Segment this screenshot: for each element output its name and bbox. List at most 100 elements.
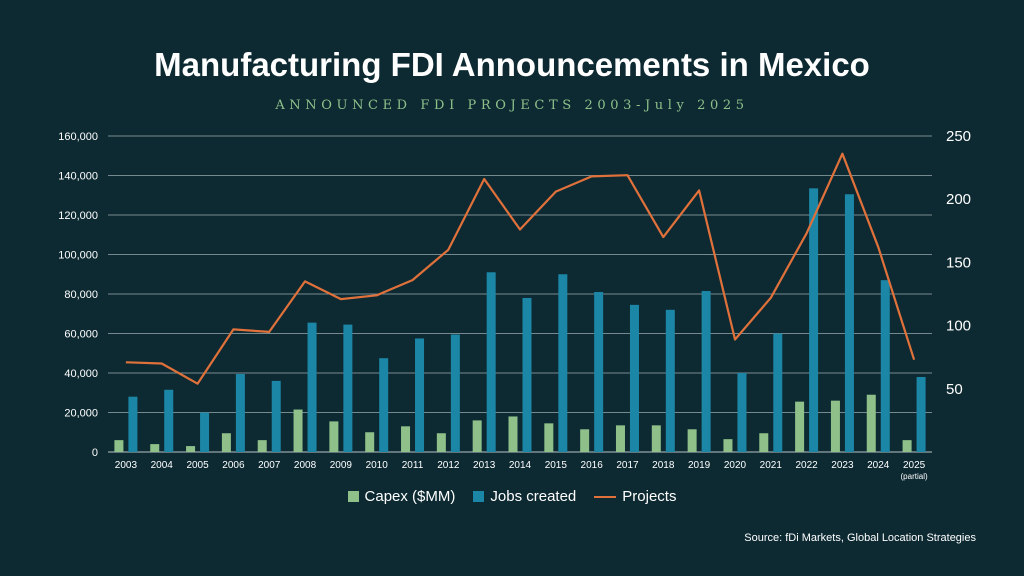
bars bbox=[114, 188, 926, 452]
capex-bar bbox=[436, 433, 446, 452]
jobs-bar bbox=[522, 297, 532, 452]
capex-bar bbox=[508, 416, 518, 452]
capex-bar bbox=[902, 440, 912, 452]
capex-bar bbox=[687, 429, 697, 452]
right-tick-label: 250 bbox=[946, 128, 971, 145]
jobs-bar bbox=[558, 274, 568, 452]
capex-bar bbox=[401, 426, 411, 452]
x-tick-label: 2024 bbox=[867, 460, 890, 471]
chart-subtitle: ANNOUNCED FDI PROJECTS 2003-July 2025 bbox=[275, 98, 749, 113]
capex-bar bbox=[830, 400, 840, 452]
left-axis: 0 20,000 40,000 60,000 80,000 100,000 120,000 1… bbox=[58, 131, 98, 459]
jobs-bar bbox=[629, 304, 639, 452]
legend-label-projects: Projects bbox=[622, 488, 677, 505]
x-tick-label: 2015 bbox=[545, 460, 568, 471]
jobs-bar bbox=[844, 194, 854, 452]
capex-bar bbox=[114, 440, 124, 452]
jobs-bar bbox=[379, 358, 389, 452]
x-tick-label: 2019 bbox=[688, 460, 711, 471]
capex-bar bbox=[580, 429, 590, 452]
x-tick-label: 2020 bbox=[724, 460, 747, 471]
right-tick-label: 100 bbox=[946, 318, 971, 335]
jobs-bar bbox=[343, 324, 353, 452]
x-tick-label: 2021 bbox=[760, 460, 783, 471]
capex-bar bbox=[186, 446, 196, 452]
x-tick-note: (partial) bbox=[901, 472, 928, 481]
left-tick-label: 0 bbox=[92, 447, 98, 459]
x-axis: 2003 2004 2005 2006 2007 2008 2009 2010 2011 2012… bbox=[115, 460, 928, 481]
gridlines bbox=[108, 135, 932, 453]
x-tick-label: 2025 bbox=[903, 460, 926, 471]
projects-line bbox=[125, 152, 916, 385]
x-tick-label: 2010 bbox=[366, 460, 389, 471]
left-tick-label: 80,000 bbox=[64, 289, 98, 301]
jobs-bar bbox=[737, 373, 747, 452]
capex-bar bbox=[329, 421, 339, 452]
legend-swatch-capex bbox=[347, 491, 359, 502]
left-tick-label: 140,000 bbox=[58, 171, 98, 183]
capex-bar bbox=[365, 432, 375, 452]
right-tick-label: 150 bbox=[946, 254, 971, 271]
x-tick-label: 2017 bbox=[616, 460, 639, 471]
x-tick-label: 2009 bbox=[330, 460, 353, 471]
jobs-bar bbox=[594, 292, 604, 452]
x-tick-label: 2006 bbox=[222, 460, 245, 471]
jobs-bar bbox=[128, 396, 138, 452]
x-tick-label: 2011 bbox=[402, 460, 424, 471]
x-tick-label: 2004 bbox=[151, 460, 174, 471]
legend-swatch-jobs bbox=[473, 491, 485, 502]
source-note: Source: fDi Markets, Global Location Str… bbox=[744, 532, 976, 544]
capex-bar bbox=[651, 425, 661, 452]
x-tick-label: 2008 bbox=[294, 460, 317, 471]
jobs-bar bbox=[271, 380, 281, 452]
capex-bar bbox=[759, 433, 769, 452]
right-tick-label: 50 bbox=[946, 381, 963, 398]
projects-line-layer bbox=[125, 152, 916, 385]
legend-item-capex: Capex ($MM) bbox=[347, 488, 456, 505]
chart-title: Manufacturing FDI Announcements in Mexic… bbox=[154, 46, 870, 83]
capex-bar bbox=[795, 401, 805, 452]
x-tick-label: 2014 bbox=[509, 460, 532, 471]
capex-bar bbox=[150, 444, 160, 452]
jobs-bar bbox=[450, 334, 460, 452]
legend-label-capex: Capex ($MM) bbox=[364, 488, 456, 505]
jobs-bar bbox=[701, 291, 711, 452]
legend-item-projects: Projects bbox=[594, 488, 676, 505]
legend: Capex ($MM) Jobs created Projects bbox=[0, 488, 1024, 505]
left-tick-label: 120,000 bbox=[58, 210, 98, 222]
x-tick-label: 2013 bbox=[473, 460, 496, 471]
jobs-bar bbox=[307, 322, 317, 452]
jobs-bar bbox=[235, 373, 245, 452]
right-tick-label: 200 bbox=[946, 191, 971, 208]
capex-bar bbox=[472, 420, 482, 452]
x-tick-label: 2016 bbox=[581, 460, 604, 471]
jobs-bar bbox=[880, 280, 890, 452]
x-tick-label: 2018 bbox=[652, 460, 675, 471]
x-tick-label: 2012 bbox=[437, 460, 460, 471]
capex-bar bbox=[723, 439, 733, 452]
jobs-bar bbox=[665, 309, 675, 452]
left-tick-label: 40,000 bbox=[64, 368, 98, 380]
jobs-bar bbox=[415, 338, 425, 452]
jobs-bar bbox=[916, 376, 926, 452]
left-tick-label: 160,000 bbox=[58, 131, 98, 143]
x-tick-label: 2003 bbox=[115, 460, 138, 471]
legend-label-jobs: Jobs created bbox=[490, 488, 577, 505]
left-tick-label: 60,000 bbox=[64, 329, 98, 341]
legend-swatch-projects bbox=[594, 495, 617, 498]
capex-bar bbox=[544, 423, 554, 452]
legend-item-jobs: Jobs created bbox=[473, 488, 576, 505]
capex-bar bbox=[293, 409, 303, 452]
jobs-bar bbox=[164, 389, 174, 452]
left-tick-label: 100,000 bbox=[58, 250, 98, 262]
x-tick-label: 2022 bbox=[795, 460, 818, 471]
right-axis: 50 100 150 200 250 bbox=[946, 128, 971, 398]
jobs-bar bbox=[773, 333, 783, 452]
jobs-bar bbox=[809, 188, 819, 452]
left-tick-label: 20,000 bbox=[64, 408, 98, 420]
x-tick-label: 2023 bbox=[831, 460, 854, 471]
x-tick-label: 2007 bbox=[258, 460, 281, 471]
capex-bar bbox=[615, 425, 625, 452]
capex-bar bbox=[866, 394, 876, 452]
